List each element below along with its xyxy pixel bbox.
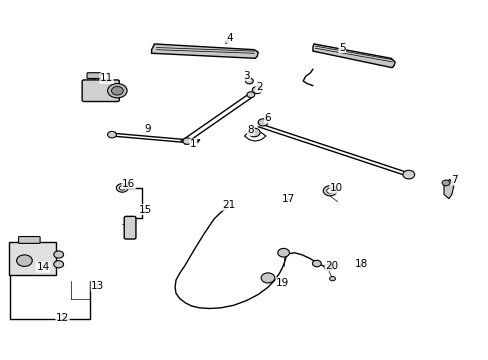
- Text: 12: 12: [56, 312, 69, 323]
- Circle shape: [116, 184, 128, 192]
- FancyBboxPatch shape: [9, 242, 56, 275]
- Circle shape: [312, 260, 321, 267]
- Circle shape: [183, 138, 191, 144]
- Circle shape: [107, 84, 127, 98]
- Circle shape: [119, 186, 125, 190]
- Circle shape: [277, 248, 289, 257]
- Polygon shape: [443, 179, 453, 199]
- Polygon shape: [151, 44, 258, 58]
- FancyBboxPatch shape: [19, 237, 40, 243]
- Circle shape: [111, 86, 123, 95]
- Text: 6: 6: [264, 113, 271, 123]
- Text: 4: 4: [226, 33, 233, 43]
- Text: 15: 15: [139, 204, 152, 215]
- Text: 18: 18: [354, 258, 368, 269]
- Circle shape: [402, 170, 414, 179]
- Circle shape: [245, 78, 253, 84]
- Circle shape: [329, 276, 335, 281]
- Circle shape: [326, 188, 333, 193]
- Circle shape: [54, 251, 63, 258]
- Circle shape: [54, 261, 63, 268]
- Text: 11: 11: [100, 73, 113, 84]
- Text: 3: 3: [243, 71, 250, 81]
- Text: 9: 9: [144, 124, 151, 134]
- Text: 21: 21: [222, 200, 235, 210]
- Circle shape: [17, 255, 32, 266]
- Circle shape: [261, 273, 274, 283]
- Text: 13: 13: [91, 281, 104, 291]
- Circle shape: [258, 119, 267, 126]
- Text: 5: 5: [338, 42, 345, 53]
- Circle shape: [248, 128, 260, 137]
- Polygon shape: [312, 44, 394, 68]
- Text: 2: 2: [255, 82, 262, 92]
- FancyBboxPatch shape: [87, 73, 101, 78]
- Text: 16: 16: [122, 179, 135, 189]
- Text: 1: 1: [189, 139, 196, 149]
- Circle shape: [246, 92, 254, 98]
- Text: 20: 20: [325, 261, 337, 271]
- Circle shape: [441, 180, 449, 186]
- Circle shape: [107, 131, 116, 138]
- Circle shape: [252, 86, 262, 94]
- Circle shape: [324, 264, 332, 270]
- Text: 8: 8: [247, 125, 254, 135]
- Text: 19: 19: [275, 278, 289, 288]
- Text: 14: 14: [36, 262, 50, 272]
- Text: 17: 17: [281, 194, 295, 204]
- Text: 7: 7: [450, 175, 457, 185]
- Text: 10: 10: [329, 183, 342, 193]
- FancyBboxPatch shape: [82, 80, 119, 102]
- FancyBboxPatch shape: [124, 216, 136, 239]
- Circle shape: [323, 186, 336, 196]
